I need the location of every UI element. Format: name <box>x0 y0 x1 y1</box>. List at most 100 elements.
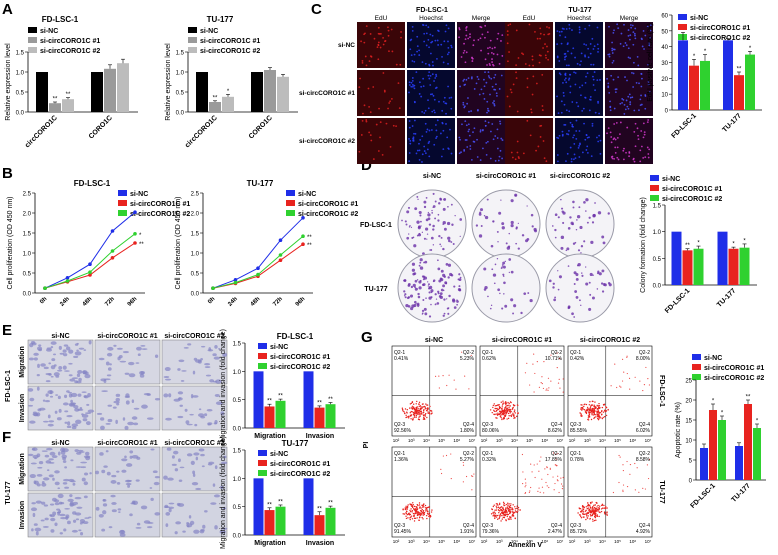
cell <box>45 393 49 397</box>
cell <box>141 348 148 350</box>
colony <box>501 264 504 266</box>
event-dot <box>412 411 415 414</box>
group-label: TU-177 <box>716 287 738 309</box>
cell-dot <box>566 42 569 45</box>
cell <box>64 466 68 469</box>
axis-tick-label: 10³ <box>584 539 591 544</box>
cell <box>50 517 56 522</box>
image-column-label: si-NC <box>51 333 69 340</box>
bar <box>700 60 710 110</box>
cell-dot <box>522 152 525 155</box>
cell-dot <box>589 52 592 55</box>
event-dot <box>422 512 425 515</box>
event-dot <box>410 418 412 420</box>
event-dot <box>636 467 638 469</box>
event-dot <box>428 506 431 508</box>
cell-dot <box>437 30 440 32</box>
cell-dot <box>435 129 438 132</box>
quadrant-label: Q2-1 0.32% <box>482 451 497 463</box>
cell <box>75 512 82 516</box>
colony <box>421 231 423 233</box>
colony <box>431 209 433 212</box>
cell <box>77 370 83 374</box>
colony <box>401 219 403 222</box>
cell-dot <box>365 119 368 121</box>
colony <box>406 210 410 214</box>
event-dot <box>412 403 415 405</box>
colony <box>581 272 583 274</box>
event-dot <box>423 513 425 516</box>
event-dot <box>415 510 417 512</box>
cell <box>165 417 172 421</box>
cell <box>192 370 196 375</box>
cell <box>36 373 40 377</box>
cell-dot <box>632 86 635 88</box>
colony <box>413 272 417 276</box>
cell <box>62 482 68 485</box>
axis-tick-label: 10⁷ <box>645 539 652 544</box>
cell <box>200 415 206 419</box>
event-dot <box>511 408 514 410</box>
colony <box>406 236 410 240</box>
cell-dot <box>482 147 484 150</box>
colony <box>508 232 510 235</box>
event-dot <box>414 517 417 520</box>
event-dot <box>405 517 408 520</box>
event-dot <box>514 506 516 508</box>
cell-dot <box>484 24 487 27</box>
event-dot <box>538 470 540 472</box>
event-dot <box>415 416 417 418</box>
event-dot <box>404 508 407 511</box>
cell-dot <box>486 100 489 103</box>
colony <box>601 290 605 293</box>
y-axis-label: Cell proliferation (OD 450 nm) <box>7 197 14 290</box>
cell <box>41 501 46 505</box>
colony <box>557 270 559 272</box>
colony <box>597 211 602 215</box>
event-dot <box>522 471 524 473</box>
cell-dot <box>641 45 644 48</box>
cell-dot <box>538 61 541 64</box>
cell-dot <box>412 137 414 140</box>
cell-dot <box>433 111 436 114</box>
cell-dot <box>412 85 414 88</box>
cell <box>163 376 170 378</box>
cell-dot <box>564 74 567 77</box>
cell <box>179 466 185 469</box>
colony-plate <box>545 189 615 259</box>
cell-dot <box>428 129 431 132</box>
flow-plot <box>391 446 477 538</box>
colony <box>456 303 458 306</box>
event-dot <box>540 382 542 384</box>
cell-dot <box>626 79 628 82</box>
event-dot <box>503 516 506 519</box>
event-dot <box>603 504 605 507</box>
cell-dot <box>557 112 560 115</box>
event-dot <box>500 412 502 414</box>
event-dot <box>505 519 507 522</box>
cell-dot <box>467 37 470 40</box>
cell-dot <box>469 33 471 36</box>
event-dot <box>546 485 548 487</box>
cell-dot <box>632 31 635 33</box>
colony <box>459 235 461 237</box>
axis-tick-label: 10³ <box>584 438 591 443</box>
event-dot <box>502 402 504 404</box>
bar <box>734 75 744 110</box>
chart-title: TU-177 <box>247 179 274 188</box>
cell-dot <box>607 86 610 89</box>
event-dot <box>598 511 601 513</box>
bar <box>275 400 286 428</box>
cell <box>118 511 121 514</box>
event-dot <box>538 487 540 489</box>
event-dot <box>501 518 504 520</box>
cell <box>117 508 122 511</box>
cell-dot <box>649 29 652 32</box>
y-tick-label: 60 <box>661 14 668 20</box>
cell-dot <box>428 64 431 67</box>
axis-tick-label: 10⁴ <box>423 438 430 443</box>
event-dot <box>413 416 416 418</box>
y-tick-label: 0.0 <box>16 111 25 117</box>
event-dot <box>424 504 427 507</box>
cell <box>49 451 56 456</box>
